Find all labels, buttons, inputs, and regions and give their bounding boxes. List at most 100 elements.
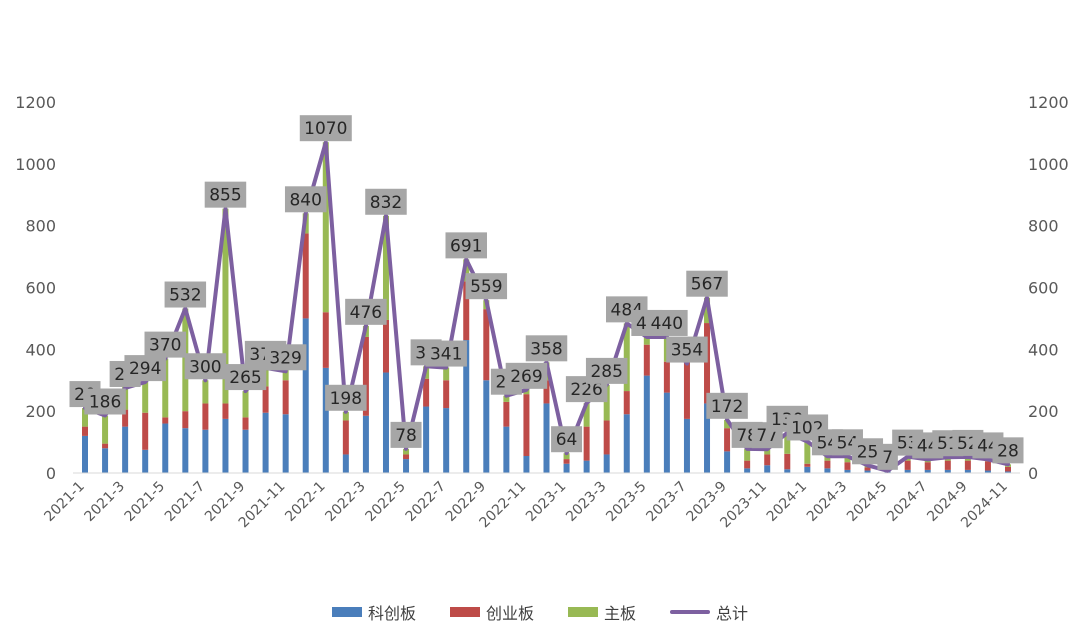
bar-segment-chuangye [844,462,851,470]
data-label-text: 285 [590,362,622,382]
bar-segment-zhuban [82,408,88,427]
data-label: 1070 [299,115,352,142]
data-label-box [525,335,568,362]
x-tick-label: 2022-5 [362,479,408,525]
bar-segment-kechuang [102,448,109,473]
bar-segment-kechuang [984,470,991,473]
bar-segment-kechuang [904,469,911,473]
bar-segment-chuangye [222,403,229,419]
bar-segment-chuangye [724,428,731,452]
data-label: 567 [686,270,728,297]
bar-segment-chuangye [984,461,991,471]
bar-segment-chuangye [603,420,610,455]
x-tick-label: 2021-3 [82,479,128,525]
data-label: 28 [992,437,1024,464]
bar-segment-zhuban [804,441,811,464]
data-label-text: 265 [229,368,261,388]
data-label: 354 [666,336,708,363]
bar-segment-zhuban [824,456,831,461]
data-label-text: 855 [209,186,241,206]
x-tick-label: 2024-5 [844,479,890,525]
data-label-box [299,115,352,142]
bar-segment-chuangye [262,386,269,413]
data-label: 300 [184,353,227,380]
bar-segment-kechuang [463,340,470,473]
bar-segment-kechuang [423,406,430,473]
y-left-tick-label: 400 [25,340,56,359]
data-label: 370 [144,331,187,358]
x-tick-label: 2023-7 [643,479,689,525]
data-label-text: 567 [691,275,723,295]
bar-segment-kechuang [242,429,249,473]
bar-segment-zhuban [623,323,630,392]
data-label-box [224,364,267,391]
bar-segment-chuangye [683,361,690,419]
legend-swatch-total [670,610,711,614]
data-label: 855 [204,181,247,208]
data-label-text: 294 [129,359,161,379]
y-axis-right: 0 200 400 600 800 1000 1200 [1028,93,1069,483]
data-label-box [124,355,166,382]
bar-segment-kechuang [322,367,329,473]
data-label-box [365,188,407,215]
bar-segment-chuangye [904,460,911,470]
data-label-box [666,336,708,363]
bar-segment-chuangye [964,460,971,470]
y-right-tick-label: 400 [1028,340,1059,359]
bar-segment-kechuang [744,468,751,473]
bar-segment-chuangye [202,403,209,430]
data-label: 341 [425,340,467,367]
data-label-text: 7 [882,448,893,468]
y-left-tick-label: 800 [25,217,56,236]
bar-segment-zhuban [463,259,470,282]
bar-segment-zhuban [563,453,570,460]
bar-segment-chuangye [784,453,791,470]
data-label-text: 354 [671,341,703,361]
data-label: 358 [525,335,568,362]
bar-segment-zhuban [764,449,771,455]
data-label-text: 226 [570,380,602,400]
bar-segment-kechuang [523,455,530,473]
bar-segment-chuangye [82,426,88,436]
bar-segment-kechuang [784,469,791,473]
bar-segment-kechuang [543,403,550,473]
data-label-box [204,181,247,208]
bar-segment-zhuban [403,448,410,455]
data-label-text: 300 [189,357,221,377]
bar-segment-chuangye [483,309,490,381]
bar-segment-kechuang [764,465,771,473]
data-label-text: 78 [395,426,417,446]
chart-area: 0 200 400 600 800 1000 1200 0 200 400 600 800 1000 1… [15,93,1069,531]
x-tick-label: 2022-3 [322,479,368,525]
bar-segment-zhuban [844,456,851,463]
data-label-text: 186 [89,392,121,412]
bar-segment-chuangye [403,454,410,460]
data-label-text: 559 [470,277,502,297]
bar-segment-chuangye [623,391,630,415]
data-label-text: 329 [269,348,301,368]
y-left-tick-label: 600 [25,279,56,298]
bar-segment-chuangye [523,394,530,456]
data-label-box [144,331,187,358]
data-label-box [84,388,126,415]
bar-segment-zhuban [784,432,791,454]
bar-segment-chuangye [643,344,650,376]
x-tick-label: 2022-1 [282,479,328,525]
data-label: 269 [505,362,548,389]
data-label-box [284,186,327,213]
data-label: 440 [646,309,688,336]
data-label: 265 [224,364,267,391]
data-label-text: 691 [450,236,482,256]
bar-segment-kechuang [724,451,731,473]
bar-segment-zhuban [503,395,510,402]
data-label: 186 [84,388,126,415]
data-label: 198 [325,384,367,411]
data-label: 294 [124,355,166,382]
bar-segment-zhuban [162,358,169,418]
data-label-text: 269 [510,367,542,387]
data-label-box [465,273,508,300]
bar-segment-kechuang [1005,471,1011,473]
data-label-box [164,281,207,308]
bar-segment-chuangye [824,460,831,469]
bar-segment-zhuban [102,415,109,444]
